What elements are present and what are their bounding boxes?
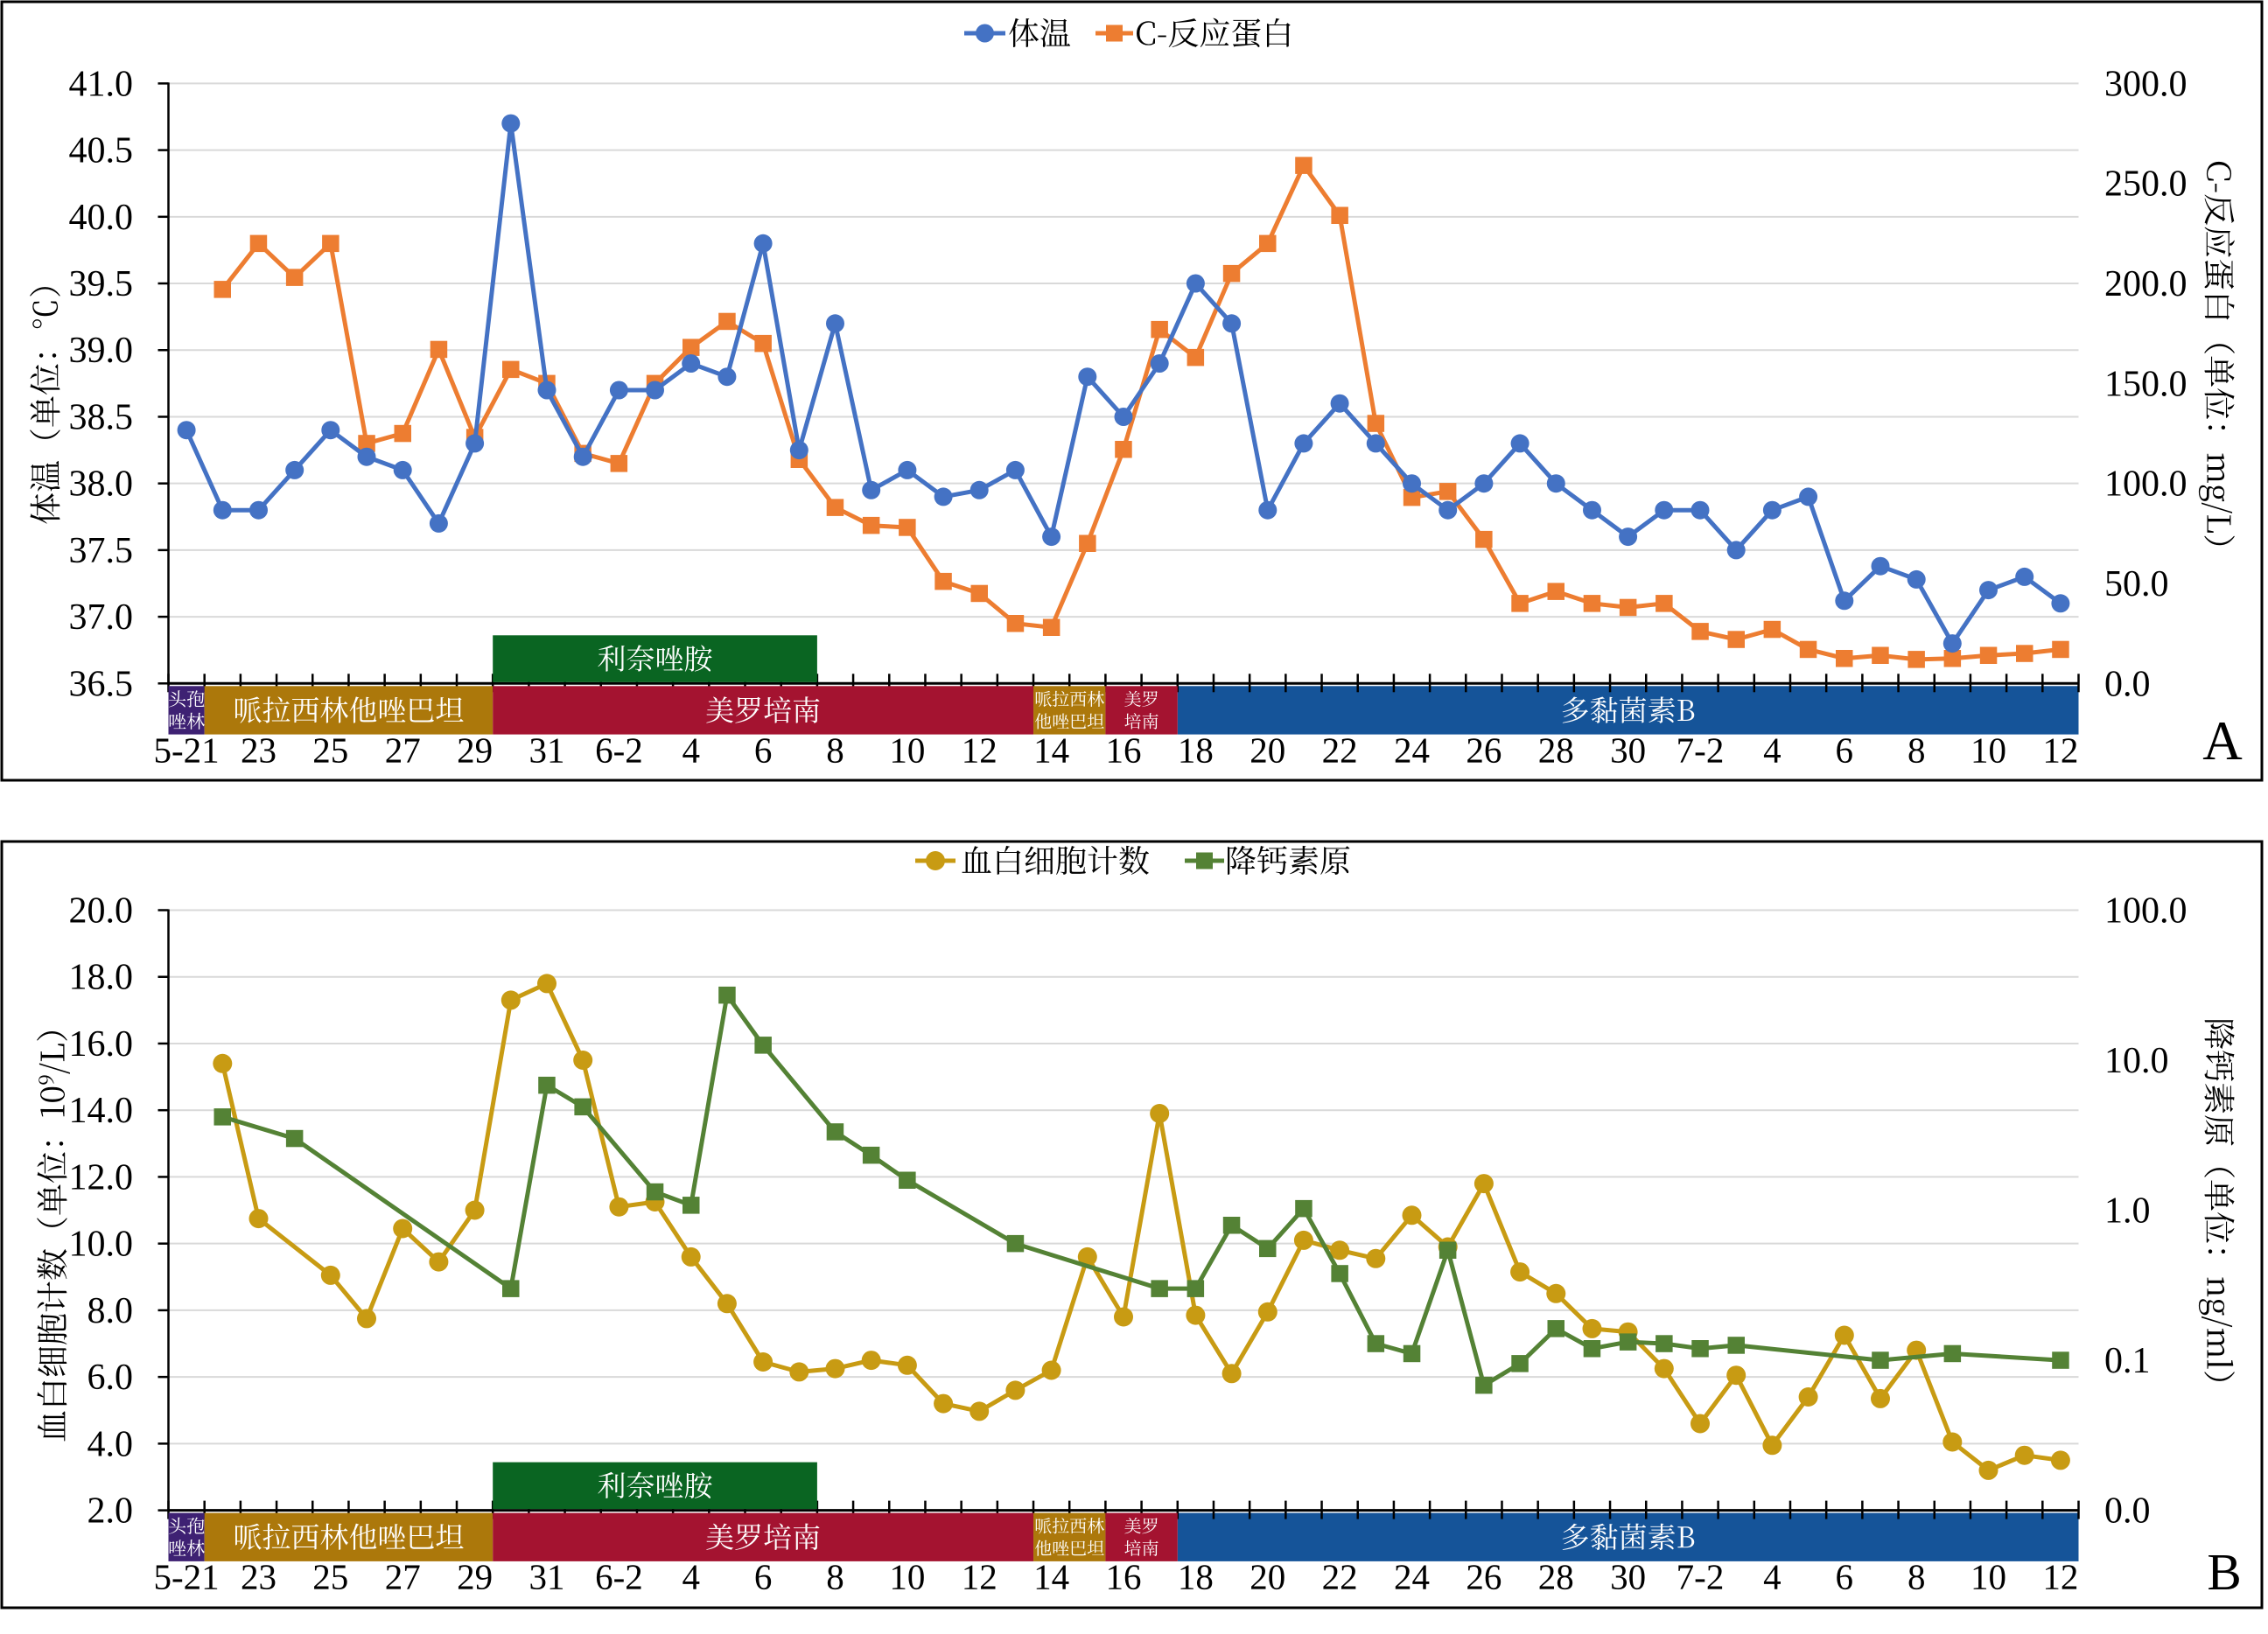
svg-text:10: 10 — [889, 1557, 925, 1597]
svg-text:0.0: 0.0 — [2104, 664, 2151, 704]
svg-text:20: 20 — [1250, 1557, 1285, 1597]
svg-text:10.0: 10.0 — [2104, 1041, 2169, 1081]
svg-text:23: 23 — [241, 730, 276, 770]
svg-text:4.0: 4.0 — [88, 1424, 134, 1464]
svg-text:24: 24 — [1394, 1557, 1430, 1597]
svg-text:23: 23 — [241, 1557, 276, 1597]
svg-text:50.0: 50.0 — [2104, 564, 2169, 604]
svg-text:38.5: 38.5 — [69, 398, 134, 438]
svg-text:100.0: 100.0 — [2104, 464, 2188, 505]
svg-text:12: 12 — [962, 1557, 998, 1597]
svg-text:150.0: 150.0 — [2104, 364, 2188, 404]
svg-text:14: 14 — [1033, 730, 1069, 770]
svg-text:8.0: 8.0 — [88, 1291, 134, 1331]
svg-text:2.0: 2.0 — [88, 1491, 134, 1532]
svg-text:39.5: 39.5 — [69, 264, 134, 304]
svg-text:12.0: 12.0 — [69, 1157, 134, 1198]
svg-text:4: 4 — [1763, 730, 1782, 770]
svg-text:6: 6 — [754, 730, 773, 770]
svg-text:10: 10 — [1970, 1557, 2006, 1597]
svg-text:29: 29 — [457, 730, 493, 770]
svg-text:20: 20 — [1250, 730, 1285, 770]
svg-text:37.5: 37.5 — [69, 531, 134, 571]
svg-text:200.0: 200.0 — [2104, 264, 2188, 304]
svg-text:0.0: 0.0 — [2104, 1491, 2151, 1532]
svg-text:38.0: 38.0 — [69, 464, 134, 505]
svg-text:26: 26 — [1466, 1557, 1502, 1597]
svg-text:20.0: 20.0 — [69, 891, 134, 932]
svg-text:100.0: 100.0 — [2104, 891, 2188, 932]
svg-text:5-21: 5-21 — [154, 1557, 220, 1597]
svg-text:28: 28 — [1538, 730, 1574, 770]
svg-text:30: 30 — [1610, 1557, 1646, 1597]
svg-text:10.0: 10.0 — [69, 1225, 134, 1265]
svg-text:8: 8 — [826, 1557, 844, 1597]
svg-text:16.0: 16.0 — [69, 1024, 134, 1065]
svg-text:8: 8 — [1908, 730, 1926, 770]
svg-text:27: 27 — [385, 730, 421, 770]
svg-text:24: 24 — [1394, 730, 1430, 770]
svg-text:37.0: 37.0 — [69, 597, 134, 638]
svg-text:12: 12 — [2042, 730, 2078, 770]
svg-text:18: 18 — [1178, 1557, 1214, 1597]
svg-text:14: 14 — [1033, 1557, 1069, 1597]
svg-text:4: 4 — [682, 730, 700, 770]
svg-text:300.0: 300.0 — [2104, 64, 2188, 104]
svg-text:7-2: 7-2 — [1676, 1557, 1725, 1597]
svg-text:41.0: 41.0 — [69, 64, 134, 104]
svg-text:25: 25 — [312, 1557, 348, 1597]
svg-text:12: 12 — [2042, 1557, 2078, 1597]
svg-text:1.0: 1.0 — [2104, 1191, 2151, 1232]
svg-text:8: 8 — [826, 730, 844, 770]
svg-text:0.1: 0.1 — [2104, 1341, 2151, 1381]
svg-text:18: 18 — [1178, 730, 1214, 770]
svg-text:31: 31 — [529, 1557, 565, 1597]
svg-text:6: 6 — [754, 1557, 773, 1597]
svg-text:12: 12 — [962, 730, 998, 770]
svg-text:40.0: 40.0 — [69, 198, 134, 238]
svg-text:10: 10 — [1970, 730, 2006, 770]
svg-text:6: 6 — [1836, 730, 1854, 770]
svg-text:26: 26 — [1466, 730, 1502, 770]
svg-text:4: 4 — [682, 1557, 700, 1597]
svg-text:31: 31 — [529, 730, 565, 770]
svg-text:16: 16 — [1106, 730, 1142, 770]
svg-text:250.0: 250.0 — [2104, 164, 2188, 205]
svg-text:36.5: 36.5 — [69, 664, 134, 704]
svg-text:6-2: 6-2 — [595, 1557, 643, 1597]
svg-text:25: 25 — [312, 730, 348, 770]
svg-text:28: 28 — [1538, 1557, 1574, 1597]
svg-text:27: 27 — [385, 1557, 421, 1597]
svg-text:22: 22 — [1322, 1557, 1358, 1597]
svg-text:16: 16 — [1106, 1557, 1142, 1597]
svg-text:14.0: 14.0 — [69, 1091, 134, 1131]
svg-text:39.0: 39.0 — [69, 331, 134, 371]
svg-text:10: 10 — [889, 730, 925, 770]
svg-text:40.5: 40.5 — [69, 131, 134, 171]
svg-text:8: 8 — [1908, 1557, 1926, 1597]
svg-text:6-2: 6-2 — [595, 730, 643, 770]
svg-text:B: B — [2207, 1543, 2241, 1601]
svg-text:A: A — [2202, 710, 2243, 772]
svg-text:6: 6 — [1836, 1557, 1854, 1597]
svg-text:6.0: 6.0 — [88, 1358, 134, 1398]
svg-text:5-21: 5-21 — [154, 730, 220, 770]
svg-text:7-2: 7-2 — [1676, 730, 1725, 770]
svg-text:30: 30 — [1610, 730, 1646, 770]
svg-text:4: 4 — [1763, 1557, 1782, 1597]
svg-text:18.0: 18.0 — [69, 958, 134, 998]
svg-text:29: 29 — [457, 1557, 493, 1597]
svg-text:22: 22 — [1322, 730, 1358, 770]
